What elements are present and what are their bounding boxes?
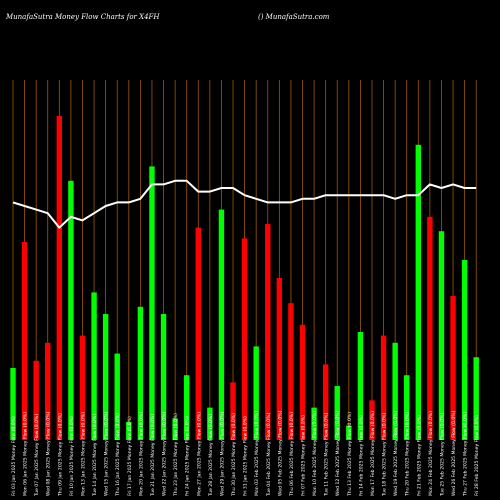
- money-flow-bar: [114, 353, 120, 440]
- x-tick-label: Thu 13 Feb 2025 Money Flow (0.0%): [347, 412, 353, 497]
- site-credit: () MunafaSutra.com: [258, 13, 330, 21]
- money-flow-bar: [392, 342, 398, 440]
- x-tick-label: Wed 12 Feb 2025 Money Flow (0.0%): [335, 410, 341, 496]
- x-tick-label: Wed 29 Jan 2025 Money Flow (0.0%): [219, 411, 225, 496]
- x-tick-label: Mon 20 Jan 2025 Money Flow (0.0%): [138, 412, 144, 496]
- x-tick-label: Fri 03 Jan 2025 Money Flow (0.0%): [11, 416, 17, 496]
- x-tick-label: Mon 03 Feb 2025 Money Flow (0.0%): [254, 411, 260, 496]
- money-flow-bar: [160, 314, 167, 440]
- money-flow-bar: [137, 306, 144, 440]
- money-flow-bar: [241, 238, 248, 440]
- x-tick-label: Thu 16 Jan 2025 Money Flow (0.0%): [115, 413, 121, 497]
- x-tick-label: Fri 31 Jan 2025 Money Flow (0.0%): [243, 416, 249, 496]
- money-flow-bar: [45, 342, 51, 440]
- money-flow-bar: [299, 324, 306, 440]
- money-flow-bar: [10, 368, 16, 440]
- money-flow-bar: [79, 335, 86, 440]
- money-flow-bar: [68, 180, 74, 441]
- money-flow-bar: [357, 332, 364, 440]
- x-tick-label: Fri 07 Feb 2025 Money Flow (0.0%): [301, 415, 307, 496]
- x-tick-label: Mon 24 Feb 2025 Money Flow (0.0%): [428, 411, 434, 496]
- money-flow-bar: [126, 422, 132, 440]
- x-tick-label: Wed 05 Feb 2025 Money Flow (0.0%): [277, 410, 283, 496]
- x-tick-label: Wed 22 Jan 2025 Money Flow (0.0%): [162, 411, 168, 496]
- x-tick-label: Fri 10 Jan 2025 Money Flow (0.0%): [69, 416, 75, 496]
- money-flow-bar: [276, 278, 283, 440]
- money-flow-bar: [172, 418, 178, 440]
- x-tick-label: Tue 14 Jan 2025 Money Flow (0.0%): [92, 414, 98, 497]
- money-flow-bar: [230, 382, 236, 440]
- x-tick-label: Thu 20 Feb 2025 Money Flow (0.0%): [405, 412, 411, 497]
- money-flow-bar: [461, 260, 468, 440]
- x-tick-label: Wed 19 Feb 2025 Money Flow (0.0%): [393, 410, 399, 496]
- x-tick-label: Mon 17 Feb 2025 Money Flow (0.0%): [370, 411, 376, 496]
- money-flow-bar: [311, 407, 317, 440]
- x-tick-label: Mon 13 Jan 2025 Money Flow (0.0%): [80, 412, 86, 496]
- money-flow-bar: [288, 303, 294, 440]
- money-flow-bar: [427, 216, 433, 440]
- x-tick-label: Thu 30 Jan 2025 Money Flow (0.0%): [231, 413, 237, 497]
- money-flow-bar: [265, 224, 271, 440]
- money-flow-bar: [473, 357, 479, 440]
- x-tick-label: Fri 24 Jan 2025 Money Flow (0.0%): [185, 416, 191, 496]
- x-tick-label: Thu 09 Jan 2025 Money Flow (0.0%): [57, 413, 63, 497]
- money-flow-bar: [218, 209, 225, 440]
- money-flow-bar: [207, 407, 213, 440]
- chart-title: MunafaSutra Money Flow Charts for X4FH: [6, 13, 160, 21]
- money-flow-bar: [33, 360, 39, 440]
- money-flow-bar: [195, 227, 201, 440]
- money-flow-bar: [369, 400, 375, 440]
- money-flow-bar: [404, 375, 410, 440]
- money-flow-bar: [450, 296, 456, 440]
- x-tick-label: Wed 15 Jan 2025 Money Flow (0.0%): [104, 411, 110, 496]
- x-tick-label: Fri 28 Feb 2025 Money Flow (0.0%): [474, 415, 480, 496]
- x-tick-label: Tue 28 Jan 2025 Money Flow (0.0%): [208, 414, 214, 497]
- x-tick-label: Fri 14 Feb 2025 Money Flow (0.0%): [358, 415, 364, 496]
- money-flow-bar: [149, 166, 155, 440]
- money-flow-bar: [253, 346, 259, 440]
- money-flow-bar: [415, 144, 421, 441]
- money-flow-bar: [91, 292, 97, 440]
- money-flow-bar: [184, 375, 190, 440]
- x-tick-label: Thu 06 Feb 2025 Money Flow (0.0%): [289, 412, 295, 497]
- money-flow-bar: [346, 425, 352, 440]
- x-tick-label: Thu 27 Feb 2025 Money Flow (0.0%): [463, 412, 469, 497]
- x-tick-label: Thu 23 Jan 2025 Money Flow (0.0%): [173, 413, 179, 497]
- money-flow-bar: [21, 242, 28, 440]
- x-tick-label: Tue 25 Feb 2025 Money Flow (0.0%): [439, 413, 445, 497]
- money-flow-bar: [334, 386, 340, 440]
- money-flow-bar: [56, 116, 63, 440]
- x-tick-label: Fri 17 Jan 2025 Money Flow (0.0%): [127, 416, 133, 496]
- x-tick-label: Wed 26 Feb 2025 Money Flow (0.0%): [451, 410, 457, 496]
- price-line: [12, 179, 477, 229]
- x-tick-label: Mon 10 Feb 2025 Money Flow (0.0%): [312, 411, 318, 496]
- money-flow-bar: [322, 364, 329, 440]
- x-tick-label: Tue 18 Feb 2025 Money Flow (0.0%): [382, 413, 388, 497]
- money-flow-bar: [102, 314, 109, 440]
- x-tick-label: Mon 27 Jan 2025 Money Flow (0.0%): [196, 412, 202, 496]
- x-tick-label: Tue 21 Jan 2025 Money Flow (0.0%): [150, 414, 156, 497]
- x-tick-label: Fri 21 Feb 2025 Money Flow (0.0%): [416, 415, 422, 496]
- x-tick-label: Tue 07 Jan 2025 Money Flow (0.0%): [34, 414, 40, 497]
- x-tick-label: Tue 04 Feb 2025 Money Flow (0.0%): [266, 413, 272, 497]
- x-tick-label: Wed 08 Jan 2025 Money Flow (0.0%): [46, 411, 52, 496]
- money-flow-bar: [380, 335, 387, 440]
- x-tick-label: Mon 06 Jan 2025 Money Flow (0.0%): [23, 412, 29, 496]
- money-flow-bar: [438, 231, 445, 440]
- x-tick-label: Tue 11 Feb 2025 Money Flow (0.0%): [324, 413, 330, 497]
